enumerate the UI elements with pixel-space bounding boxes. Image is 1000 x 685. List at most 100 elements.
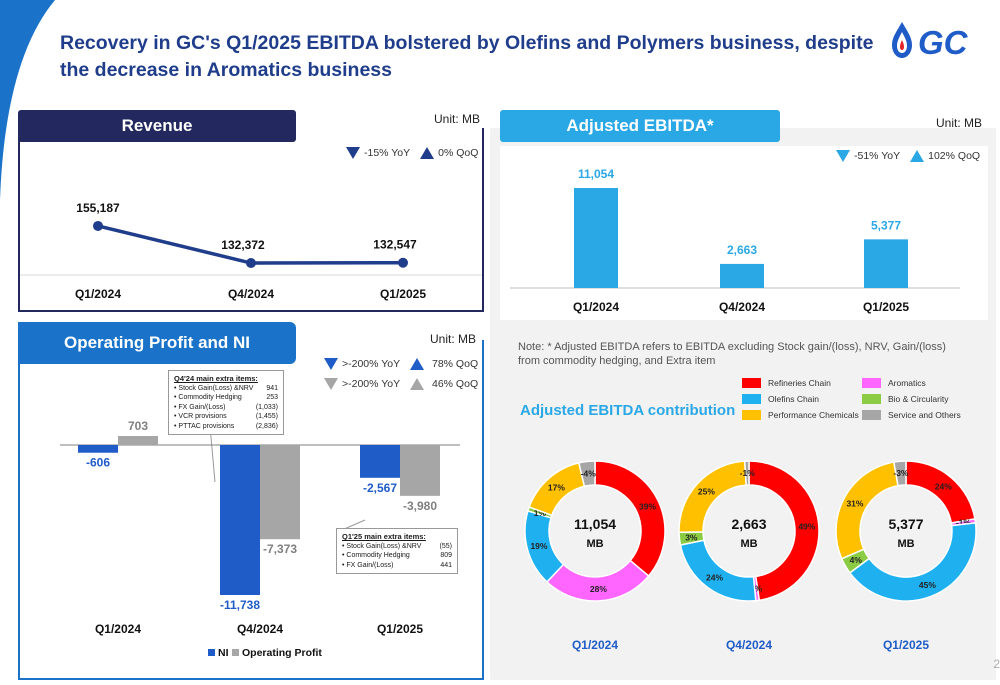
contribution-legend-item: Olefins Chain	[742, 394, 819, 404]
donut-slice	[743, 460, 750, 486]
extra-item-label: VCR provisions	[174, 412, 226, 422]
extra-item-label: Commodity Hedging	[342, 551, 409, 561]
down-triangle-icon	[324, 358, 338, 370]
contribution-legend-item: Bio & Circularity	[862, 394, 948, 404]
q4-extra-items-box: Q4'24 main extra items: Stock Gain(Loss)…	[168, 370, 284, 435]
donut-center-unit: MB	[740, 538, 757, 550]
donut-center-value: 5,377	[888, 516, 923, 532]
ebitda-unit: Unit: MB	[936, 116, 983, 130]
contribution-legend-item: Performance Chemicals	[742, 410, 859, 420]
donut-slice	[577, 460, 596, 488]
extra-item-row: Stock Gain(Loss) &NRV 941	[174, 384, 278, 394]
page-title: Recovery in GC's Q1/2025 EBITDA bolstere…	[60, 32, 874, 81]
donut-slice	[748, 460, 820, 602]
revenue-tick-label: Q1/2024	[75, 287, 121, 301]
revenue-change-legend: -15% YoY 0% QoQ	[346, 147, 478, 159]
donut-slice-label: -3%	[893, 468, 909, 478]
ebitda-note: Note: * Adjusted EBITDA refers to EBITDA…	[518, 341, 946, 367]
legend-swatch	[862, 410, 881, 420]
donut-center-unit: MB	[586, 538, 603, 550]
operating-profit-bar	[400, 445, 440, 496]
extra-item-row: Commodity Hedging 809	[342, 551, 452, 561]
legend-label: Refineries Chain	[768, 378, 831, 388]
extra-item-row: PTTAC provisions (2,836)	[174, 422, 278, 432]
ebitda-bar	[574, 188, 618, 288]
extra-item-label: Stock Gain(Loss) &NRV	[342, 542, 421, 552]
revenue-value-label: 132,547	[373, 238, 417, 252]
donut-period-label: Q1/2025	[883, 638, 929, 652]
donut-slice	[892, 460, 907, 487]
ni-value-label: -11,738	[220, 598, 260, 612]
op-qoq: 46% QoQ	[432, 378, 479, 390]
revenue-unit: Unit: MB	[434, 112, 481, 126]
ebitda-value-label: 11,054	[578, 167, 614, 181]
donut-Q1/2024: 39% 28% 19% 1% 17% -4% 11,054 MB Q1/2024	[524, 460, 666, 652]
revenue-panel	[18, 128, 484, 312]
legend-swatch	[862, 394, 881, 404]
donut-slice-label: -1%	[956, 518, 972, 528]
ni-yoy: >-200% YoY	[342, 358, 401, 370]
up-triangle-icon	[410, 378, 424, 390]
legend-label: Operating Profit	[242, 647, 322, 659]
extra-item-label: FX Gain/(Loss)	[174, 403, 225, 413]
up-triangle-icon	[410, 358, 424, 370]
operating-tick-label: Q4/2024	[237, 622, 283, 636]
donut-slice-label: 24%	[706, 573, 723, 583]
legend-swatch	[742, 394, 761, 404]
donut-slice-label: 45%	[919, 580, 936, 590]
corner-decoration	[0, 0, 60, 260]
donut-Q4/2024: 49% 0% 24% 3% 25% -1% 2,663 MB Q4/2024	[678, 460, 820, 652]
donut-period-label: Q1/2024	[572, 638, 618, 652]
legend-swatch	[742, 378, 761, 388]
revenue-header: Revenue	[18, 110, 296, 142]
operating-tick-label: Q1/2025	[377, 622, 423, 636]
donut-slice-label: -4%	[581, 468, 597, 478]
donut-slice	[835, 461, 899, 560]
extra-item-label: Commodity Hedging	[174, 393, 241, 403]
extra-item-label: FX Gain/(Loss)	[342, 561, 393, 571]
revenue-qoq: 0% QoQ	[438, 147, 479, 159]
legend-label: Olefins Chain	[768, 394, 820, 404]
page-number: 2	[993, 657, 1000, 671]
contribution-donuts: 39% 28% 19% 1% 17% -4% 11,054 MB Q1/2024 49% 0% 24%…	[524, 460, 977, 652]
operating-profit-bar	[118, 436, 158, 445]
ebitda-qoq: 102% QoQ	[928, 150, 981, 162]
down-triangle-icon	[836, 150, 850, 162]
contribution-legend-item: Service and Others	[862, 410, 961, 420]
operating-panel	[18, 340, 484, 680]
ebitda-tick-label: Q4/2024	[719, 300, 765, 314]
ni-bar	[220, 445, 260, 595]
operating-profit-value-label: -7,373	[263, 542, 297, 556]
operating-series-legend: NI Operating Profit	[208, 647, 322, 659]
ebitda-change-legend: -51% YoY 102% QoQ	[836, 150, 980, 162]
donut-center-unit: MB	[897, 538, 914, 550]
ni-value-label: -606	[86, 456, 110, 470]
ebitda-value-label: 2,663	[727, 243, 757, 257]
donut-slice-label: 24%	[935, 482, 952, 492]
operating-profit-value-label: -3,980	[403, 499, 437, 513]
ebitda-value-label: 5,377	[871, 218, 901, 232]
ebitda-bar-chart: 11,054 Q1/2024 2,663 Q4/2024 5,377 Q1/2025	[510, 167, 960, 314]
extra-item-value: (1,455)	[255, 413, 278, 420]
donut-center-value: 11,054	[574, 516, 616, 532]
donut-Q1/2025: 24% -1% 45% 4% 31% -3% 5,377 MB Q1/2025	[835, 460, 977, 652]
revenue-line-chart: 155,187 132,372 132,547 Q1/2024 Q4/2024 Q1/2…	[20, 201, 482, 301]
donut-period-label: Q4/2024	[726, 638, 772, 652]
donut-slice-label: -1%	[740, 468, 756, 478]
revenue-value-label: 155,187	[76, 201, 120, 215]
extra-item-row: FX Gain/(Loss) (1,033)	[174, 403, 278, 413]
ebitda-yoy: -51% YoY	[854, 150, 901, 162]
donut-slice-label: 28%	[590, 584, 607, 594]
extra-item-value: (55)	[439, 542, 452, 550]
ebitda-bar	[864, 239, 908, 288]
revenue-point	[246, 258, 256, 269]
revenue-point	[398, 257, 408, 268]
donut-slice-label: 1%	[534, 508, 547, 518]
donut-slice-label: 49%	[798, 522, 815, 532]
revenue-tick-label: Q4/2024	[228, 287, 274, 301]
donut-slice-label: 19%	[530, 541, 547, 551]
contribution-legend-item: Aromatics	[862, 378, 926, 388]
extra-item-label: Stock Gain(Loss) &NRV	[174, 384, 253, 394]
extra-item-row: Stock Gain(Loss) &NRV (55)	[342, 542, 452, 552]
operating-unit: Unit: MB	[430, 332, 477, 346]
